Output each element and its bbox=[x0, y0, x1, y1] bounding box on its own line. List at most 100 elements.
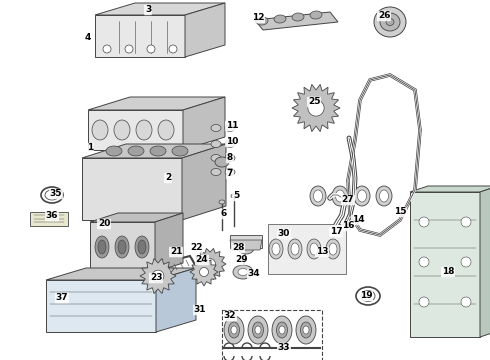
Ellipse shape bbox=[135, 236, 149, 258]
Text: 16: 16 bbox=[342, 221, 354, 230]
Text: 34: 34 bbox=[247, 270, 260, 279]
Ellipse shape bbox=[307, 239, 321, 259]
Text: 30: 30 bbox=[278, 230, 290, 238]
Ellipse shape bbox=[98, 240, 106, 254]
Polygon shape bbox=[95, 3, 225, 15]
Circle shape bbox=[103, 45, 111, 53]
Ellipse shape bbox=[128, 146, 144, 156]
Text: 11: 11 bbox=[226, 122, 238, 130]
Ellipse shape bbox=[211, 154, 221, 162]
Polygon shape bbox=[410, 192, 480, 337]
Polygon shape bbox=[182, 144, 226, 220]
Text: 24: 24 bbox=[196, 256, 208, 265]
Polygon shape bbox=[82, 144, 226, 158]
Polygon shape bbox=[480, 186, 490, 337]
Circle shape bbox=[461, 257, 471, 267]
Text: 12: 12 bbox=[252, 13, 264, 22]
Polygon shape bbox=[90, 213, 183, 222]
Text: 23: 23 bbox=[150, 274, 162, 283]
Text: 19: 19 bbox=[360, 292, 372, 301]
Circle shape bbox=[125, 45, 133, 53]
Circle shape bbox=[147, 45, 155, 53]
Text: 6: 6 bbox=[221, 210, 227, 219]
Text: 37: 37 bbox=[56, 293, 68, 302]
Polygon shape bbox=[46, 268, 196, 280]
Polygon shape bbox=[88, 97, 225, 110]
Polygon shape bbox=[46, 280, 156, 332]
Text: 3: 3 bbox=[145, 5, 151, 14]
Ellipse shape bbox=[211, 140, 221, 148]
Ellipse shape bbox=[224, 316, 244, 344]
Polygon shape bbox=[30, 212, 68, 226]
Ellipse shape bbox=[332, 186, 348, 206]
Circle shape bbox=[169, 45, 177, 53]
Circle shape bbox=[152, 270, 164, 282]
Ellipse shape bbox=[300, 322, 312, 338]
Ellipse shape bbox=[136, 120, 152, 140]
Ellipse shape bbox=[272, 316, 292, 344]
Ellipse shape bbox=[310, 186, 326, 206]
Circle shape bbox=[461, 217, 471, 227]
Ellipse shape bbox=[303, 326, 309, 334]
Ellipse shape bbox=[279, 326, 285, 334]
Ellipse shape bbox=[255, 326, 261, 334]
Circle shape bbox=[419, 297, 429, 307]
Circle shape bbox=[205, 258, 216, 269]
Ellipse shape bbox=[329, 243, 337, 255]
Ellipse shape bbox=[376, 186, 392, 206]
Ellipse shape bbox=[380, 13, 400, 31]
Ellipse shape bbox=[238, 269, 248, 275]
Polygon shape bbox=[255, 12, 338, 30]
Text: 35: 35 bbox=[50, 189, 62, 198]
Text: 28: 28 bbox=[232, 243, 244, 252]
Ellipse shape bbox=[238, 242, 254, 254]
Ellipse shape bbox=[386, 18, 394, 26]
Ellipse shape bbox=[118, 240, 126, 254]
Polygon shape bbox=[185, 3, 225, 57]
Text: 33: 33 bbox=[278, 343, 290, 352]
Polygon shape bbox=[156, 268, 196, 332]
Polygon shape bbox=[183, 97, 225, 150]
Ellipse shape bbox=[228, 322, 240, 338]
Ellipse shape bbox=[114, 120, 130, 140]
Ellipse shape bbox=[310, 11, 322, 19]
Ellipse shape bbox=[225, 125, 235, 131]
Ellipse shape bbox=[292, 13, 304, 21]
Ellipse shape bbox=[269, 239, 283, 259]
Ellipse shape bbox=[150, 146, 166, 156]
Ellipse shape bbox=[354, 186, 370, 206]
Text: 21: 21 bbox=[170, 248, 182, 256]
Polygon shape bbox=[230, 235, 262, 248]
Ellipse shape bbox=[233, 265, 253, 279]
Ellipse shape bbox=[248, 316, 268, 344]
Text: 15: 15 bbox=[394, 207, 406, 216]
Text: 18: 18 bbox=[442, 267, 454, 276]
Ellipse shape bbox=[115, 236, 129, 258]
Ellipse shape bbox=[225, 140, 235, 148]
Ellipse shape bbox=[95, 236, 109, 258]
Polygon shape bbox=[410, 186, 490, 192]
Text: 13: 13 bbox=[316, 248, 328, 256]
Text: 2: 2 bbox=[165, 174, 171, 183]
Ellipse shape bbox=[106, 146, 122, 156]
Ellipse shape bbox=[219, 200, 225, 204]
Text: 10: 10 bbox=[226, 138, 238, 147]
Text: 25: 25 bbox=[308, 98, 320, 107]
Ellipse shape bbox=[276, 322, 288, 338]
Circle shape bbox=[419, 217, 429, 227]
Text: 5: 5 bbox=[233, 192, 239, 201]
Ellipse shape bbox=[252, 322, 264, 338]
Ellipse shape bbox=[138, 240, 146, 254]
Polygon shape bbox=[140, 258, 176, 293]
Ellipse shape bbox=[272, 243, 280, 255]
Text: 29: 29 bbox=[236, 256, 248, 265]
Polygon shape bbox=[82, 158, 182, 220]
Text: 1: 1 bbox=[87, 144, 93, 153]
Text: 14: 14 bbox=[352, 216, 364, 225]
Ellipse shape bbox=[92, 120, 108, 140]
Circle shape bbox=[419, 257, 429, 267]
Circle shape bbox=[461, 297, 471, 307]
Polygon shape bbox=[268, 224, 346, 274]
Ellipse shape bbox=[326, 239, 340, 259]
Text: 8: 8 bbox=[227, 153, 233, 162]
